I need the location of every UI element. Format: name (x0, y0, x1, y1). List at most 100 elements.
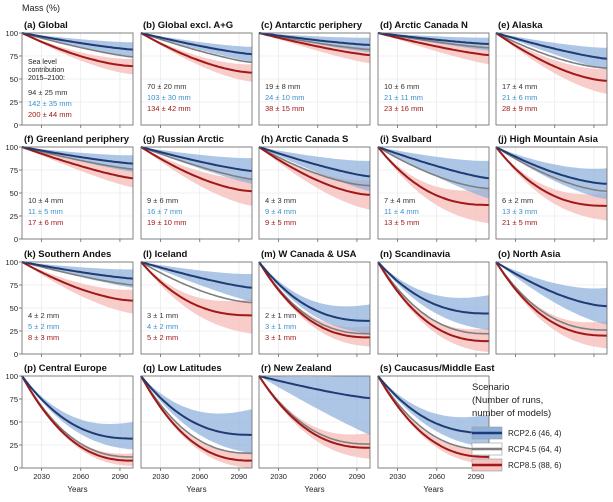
panel: (b) Global excl. A+G 70 ± 20 mm 103 ± 30 m… (140, 20, 253, 128)
rcp85-uncertainty-band (378, 33, 489, 65)
rcp26-median-line (495, 261, 608, 308)
legend-title-line-1: Scenario (472, 382, 510, 393)
rcp85-median-line (258, 32, 371, 57)
rcp45-median-line (140, 146, 253, 180)
panel-frame (140, 375, 253, 469)
rcp85-median-line (21, 375, 133, 462)
x-tick-label: 2030 (33, 472, 50, 481)
sea-level-contribution-value: 4 ± 2 mm (147, 322, 178, 331)
y-tick-label: 0 (14, 121, 18, 130)
legend-item-label: RCP2.6 (46, 4) (508, 429, 562, 438)
panel-title: (q) Low Latitudes (143, 363, 222, 374)
rcp26-median-line (377, 146, 490, 180)
rcp26-uncertainty-band (22, 376, 133, 450)
sea-level-contribution-value: 4 ± 2 mm (28, 311, 59, 320)
sea-level-contribution-value: 17 ± 4 mm (502, 82, 537, 91)
rcp85-median-line (377, 375, 490, 458)
sea-level-contribution-value: 38 ± 15 mm (265, 104, 305, 113)
sea-level-contribution-value: 21 ± 6 mm (502, 93, 537, 102)
rcp85-median-line (495, 146, 607, 207)
y-tick-label: 50 (10, 304, 18, 313)
sea-level-contribution-value: 11 ± 4 mm (384, 207, 419, 216)
panel-title: (a) Global (24, 20, 68, 31)
rcp45-median-line (140, 32, 253, 64)
legend-item-label: RCP8.5 (88, 6) (508, 461, 562, 470)
y-tick-label: 25 (10, 212, 18, 221)
y-axis-unit-label: Mass (%) (22, 3, 60, 13)
rcp85-median-line (140, 146, 253, 193)
rcp26-median-line (258, 375, 371, 400)
rcp45-median-line (21, 261, 134, 286)
x-tick-label: 2090 (112, 472, 129, 481)
rcp85-uncertainty-band (378, 147, 489, 224)
y-tick-label: 75 (10, 166, 18, 175)
sea-level-contribution-value: 21 ± 5 mm (502, 218, 537, 227)
sea-level-contribution-header: Sea level (28, 59, 57, 66)
x-axis-label: Years (67, 485, 87, 494)
rcp45-median-line (495, 261, 607, 331)
y-tick-label: 50 (10, 418, 18, 427)
rcp26-uncertainty-band (259, 376, 370, 435)
sea-level-contribution-value: 5 ± 2 mm (28, 322, 59, 331)
rcp26-uncertainty-band (378, 147, 489, 199)
rcp26-median-line (377, 261, 489, 315)
rcp26-median-line (377, 32, 490, 45)
rcp85-median-line (258, 261, 370, 339)
panel-frame (495, 146, 608, 240)
rcp26-median-line (495, 146, 608, 185)
rcp45-median-line (495, 146, 608, 192)
rcp26-uncertainty-band (496, 33, 607, 70)
y-tick-label: 25 (10, 98, 18, 107)
sea-level-contribution-value: 200 ± 44 mm (28, 110, 72, 119)
panel-title: (f) Greenland periphery (24, 134, 130, 145)
rcp85-uncertainty-band (22, 33, 133, 75)
panel-frame (258, 375, 371, 469)
y-tick-label: 100 (5, 143, 18, 152)
panel: (n) Scandinavia (377, 249, 490, 357)
panel-title: (h) Arctic Canada S (261, 134, 348, 145)
legend: Scenario (Number of runs, number of mode… (471, 382, 562, 472)
rcp85-median-line (21, 146, 134, 180)
x-tick-label: 2090 (468, 472, 485, 481)
rcp26-uncertainty-band (378, 262, 489, 331)
x-tick-label: 2090 (349, 472, 366, 481)
x-tick-label: 2030 (152, 472, 169, 481)
rcp85-uncertainty-band (141, 33, 252, 82)
y-tick-label: 75 (10, 52, 18, 61)
sea-level-contribution-value: 5 ± 2 mm (147, 333, 178, 342)
rcp45-median-line (377, 146, 490, 190)
rcp85-median-line (377, 146, 489, 206)
panel-title: (s) Caucasus/Middle East (380, 363, 495, 374)
sea-level-contribution-header: 2015–2100: (28, 75, 65, 82)
rcp26-median-line (495, 32, 608, 60)
x-tick-label: 2030 (270, 472, 287, 481)
y-tick-label: 25 (10, 327, 18, 336)
panel: (g) Russian Arctic 9 ± 6 mm 16 ± 7 mm 19 ± … (140, 134, 253, 242)
sea-level-contribution-value: 8 ± 3 mm (28, 333, 59, 342)
x-tick-label: 2030 (389, 472, 406, 481)
rcp26-median-line (21, 32, 134, 51)
rcp26-uncertainty-band (259, 262, 370, 334)
sea-level-contribution-value: 9 ± 5 mm (265, 218, 296, 227)
panel: (c) Antarctic periphery 19 ± 8 mm 24 ± 10 … (258, 20, 371, 128)
panel-title: (j) High Mountain Asia (498, 134, 599, 145)
rcp85-uncertainty-band (378, 262, 489, 353)
rcp85-median-line (495, 261, 607, 337)
rcp26-median-line (140, 146, 253, 172)
panel-title: (i) Svalbard (380, 134, 432, 145)
panel-title: (p) Central Europe (24, 363, 107, 374)
sea-level-contribution-value: 10 ± 6 mm (384, 82, 419, 91)
rcp26-median-line (377, 375, 489, 434)
panel-title: (g) Russian Arctic (143, 134, 224, 145)
rcp45-median-line (377, 375, 489, 451)
legend-title-line-3: number of models) (472, 408, 551, 419)
sea-level-contribution-value: 103 ± 30 mm (147, 93, 191, 102)
panel: (d) Arctic Canada N 10 ± 6 mm 21 ± 11 mm 23… (377, 20, 490, 128)
y-tick-label: 25 (10, 441, 18, 450)
panel: (e) Alaska 17 ± 4 mm 21 ± 6 mm 28 ± 9 mm (495, 20, 608, 128)
sea-level-contribution-value: 19 ± 8 mm (265, 82, 300, 91)
rcp26-median-line (140, 32, 253, 56)
legend-item-label: RCP4.5 (64, 4) (508, 445, 562, 454)
rcp85-median-line (21, 261, 134, 302)
